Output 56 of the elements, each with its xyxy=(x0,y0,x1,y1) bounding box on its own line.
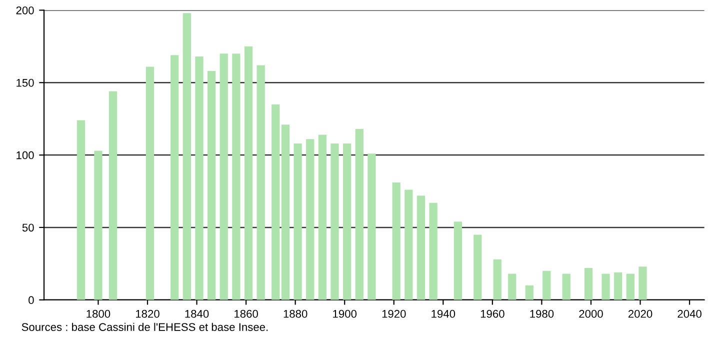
bar xyxy=(272,104,280,300)
bar xyxy=(584,268,593,300)
bar xyxy=(170,55,179,300)
bar xyxy=(355,128,364,300)
x-tick-label: 1800 xyxy=(86,310,110,318)
bar xyxy=(454,222,462,300)
x-tick-label: 2000 xyxy=(579,310,603,318)
bar xyxy=(542,270,551,300)
bar xyxy=(182,13,191,300)
y-tick-label: 50 xyxy=(22,224,34,232)
bar xyxy=(614,272,622,300)
x-tick-label: 1920 xyxy=(382,310,406,318)
bar xyxy=(429,202,438,300)
bar xyxy=(343,143,352,300)
x-tick-label: 1900 xyxy=(333,310,357,318)
bar xyxy=(108,91,118,300)
y-tick-label: 200 xyxy=(16,6,34,14)
bar xyxy=(244,46,253,300)
x-tick-label: 1980 xyxy=(530,310,554,318)
bar xyxy=(525,285,534,300)
y-tick-label: 150 xyxy=(16,78,34,87)
bar xyxy=(207,71,216,300)
bar xyxy=(562,274,570,300)
bar xyxy=(94,150,102,300)
x-tick-label: 1940 xyxy=(432,310,456,318)
bar xyxy=(330,143,339,300)
x-tick-label: 2040 xyxy=(678,310,702,318)
bar xyxy=(392,182,400,300)
bar xyxy=(232,54,240,300)
bar xyxy=(638,266,647,300)
x-tick-label: 1820 xyxy=(136,310,160,318)
bar xyxy=(404,190,413,300)
bar xyxy=(474,234,482,300)
x-tick-label: 1840 xyxy=(185,310,209,318)
bar xyxy=(368,154,376,300)
bar xyxy=(306,139,314,300)
x-tick-label: 1960 xyxy=(480,310,504,318)
bar xyxy=(508,274,516,300)
x-tick-label: 1880 xyxy=(284,310,308,318)
bar xyxy=(294,143,302,300)
source-note: Sources : base Cassini de l'EHESS et base Insee. xyxy=(22,322,268,332)
x-tick-label: 1860 xyxy=(234,310,258,318)
y-tick-label: 0 xyxy=(28,296,34,304)
y-tick-label: 100 xyxy=(16,151,34,160)
bar xyxy=(220,54,228,300)
bar xyxy=(602,274,610,300)
bar xyxy=(281,124,290,300)
bar xyxy=(195,56,204,300)
bar xyxy=(493,259,502,300)
bar xyxy=(76,120,86,300)
bar xyxy=(416,196,426,300)
bar xyxy=(256,65,265,300)
bar xyxy=(146,66,154,300)
bar xyxy=(626,274,634,300)
bar xyxy=(318,134,326,300)
x-tick-label: 2020 xyxy=(628,310,652,318)
